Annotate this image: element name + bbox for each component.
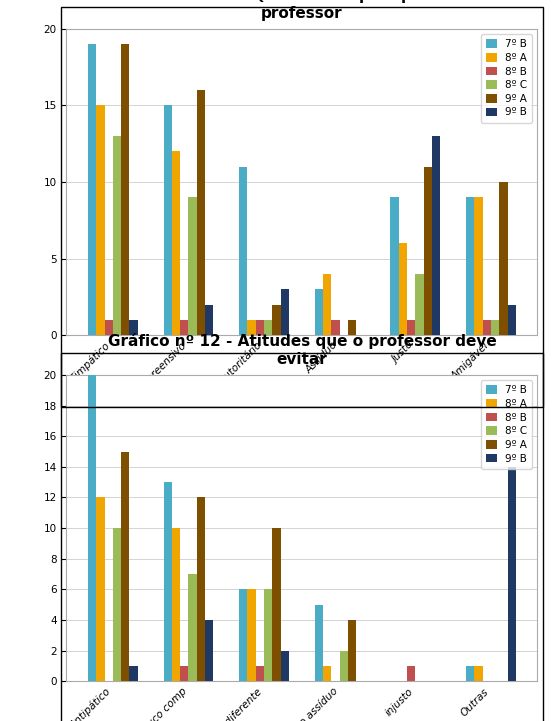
- Bar: [507, 304, 516, 335]
- Bar: [239, 167, 248, 335]
- Bar: [88, 360, 96, 681]
- Bar: [348, 320, 356, 335]
- Bar: [340, 650, 348, 681]
- Bar: [205, 304, 213, 335]
- Bar: [407, 666, 416, 681]
- Bar: [163, 482, 172, 681]
- Bar: [483, 320, 491, 335]
- Bar: [172, 528, 180, 681]
- Bar: [491, 320, 499, 335]
- Bar: [163, 105, 172, 335]
- Bar: [323, 666, 331, 681]
- Bar: [273, 304, 281, 335]
- Bar: [130, 666, 138, 681]
- Bar: [273, 528, 281, 681]
- Bar: [348, 620, 356, 681]
- Bar: [180, 320, 188, 335]
- Bar: [507, 467, 516, 681]
- Bar: [281, 650, 289, 681]
- Bar: [96, 105, 105, 335]
- Bar: [391, 198, 399, 335]
- Bar: [96, 497, 105, 681]
- Title: Gráfico nº 11 - Qualidades que aprecia no
professor: Gráfico nº 11 - Qualidades que aprecia n…: [123, 0, 481, 21]
- Bar: [323, 274, 331, 335]
- Bar: [248, 590, 256, 681]
- Bar: [113, 528, 121, 681]
- Bar: [113, 136, 121, 335]
- Title: Gráfico nº 12 - Atitudes que o professor deve
evitar: Gráfico nº 12 - Atitudes que o professor…: [107, 333, 496, 367]
- Bar: [474, 198, 483, 335]
- Bar: [466, 666, 474, 681]
- Bar: [424, 167, 432, 335]
- Bar: [474, 666, 483, 681]
- Bar: [197, 90, 205, 335]
- Bar: [172, 151, 180, 335]
- Bar: [264, 320, 273, 335]
- Bar: [432, 136, 440, 335]
- Bar: [121, 44, 130, 335]
- Bar: [188, 198, 197, 335]
- Bar: [248, 320, 256, 335]
- Bar: [281, 289, 289, 335]
- Bar: [256, 320, 264, 335]
- Bar: [315, 289, 323, 335]
- Bar: [416, 274, 424, 335]
- Bar: [88, 44, 96, 335]
- Bar: [130, 320, 138, 335]
- Bar: [205, 620, 213, 681]
- Bar: [197, 497, 205, 681]
- Bar: [264, 590, 273, 681]
- Bar: [180, 666, 188, 681]
- Bar: [239, 590, 248, 681]
- Bar: [315, 605, 323, 681]
- Bar: [105, 320, 113, 335]
- Bar: [331, 320, 340, 335]
- Bar: [499, 182, 507, 335]
- Bar: [466, 198, 474, 335]
- Legend: 7º B, 8º A, 8º B, 8º C, 9º A, 9º B: 7º B, 8º A, 8º B, 8º C, 9º A, 9º B: [481, 34, 532, 123]
- Legend: 7º B, 8º A, 8º B, 8º C, 9º A, 9º B: 7º B, 8º A, 8º B, 8º C, 9º A, 9º B: [481, 380, 532, 469]
- Bar: [256, 666, 264, 681]
- Bar: [188, 574, 197, 681]
- Bar: [121, 451, 130, 681]
- Bar: [399, 243, 407, 335]
- Bar: [407, 320, 416, 335]
